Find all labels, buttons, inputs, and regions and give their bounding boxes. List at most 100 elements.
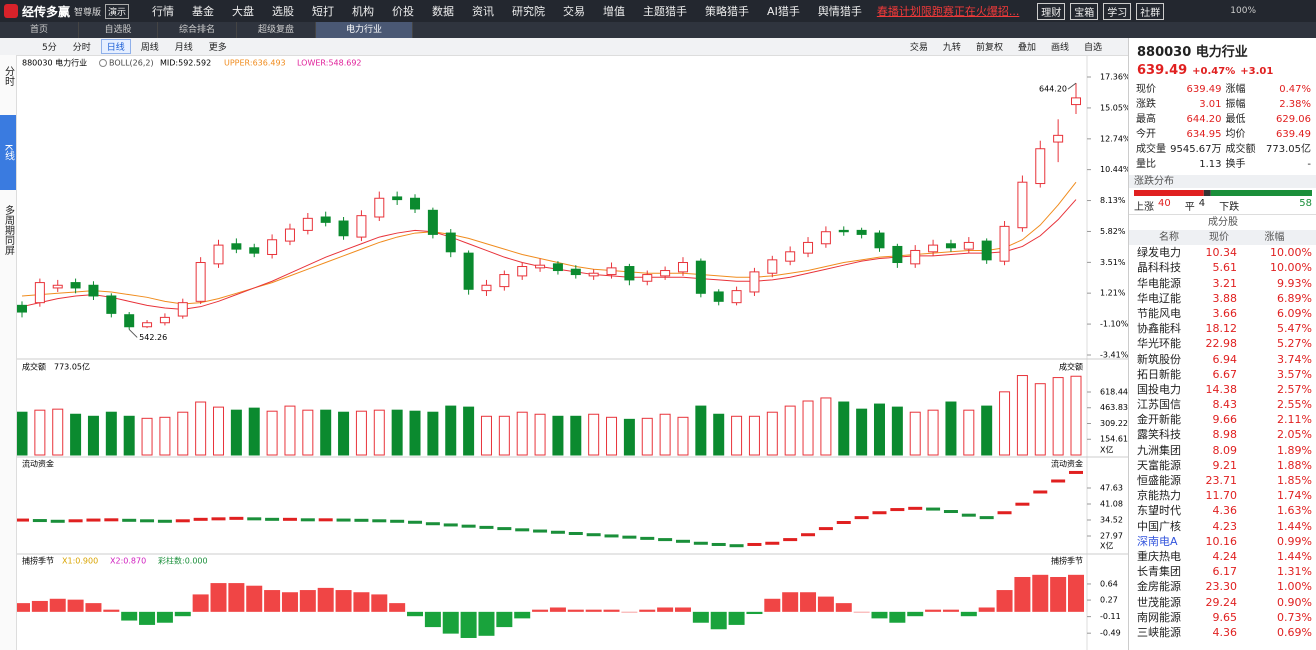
stock-row[interactable]: 三峡能源 4.36 0.69% — [1129, 625, 1316, 640]
min-label: 542.26 — [139, 333, 167, 342]
tab[interactable]: 首页 — [0, 22, 79, 38]
stock-name: 长青集团 — [1137, 565, 1181, 579]
menu-item[interactable]: 价投 — [392, 5, 415, 18]
tab[interactable]: 超级复盘 — [237, 22, 316, 38]
tool-button[interactable]: 叠加 — [1017, 43, 1036, 53]
stock-row[interactable]: 江苏国信 8.43 2.55% — [1129, 397, 1316, 412]
period-button[interactable]: 分时 — [72, 43, 91, 53]
stock-row[interactable]: 国投电力 14.38 2.57% — [1129, 382, 1316, 397]
menu-item[interactable]: 机构 — [352, 5, 375, 18]
menu-item[interactable]: 短打 — [312, 5, 335, 18]
y-tick-label: -0.49 — [1100, 629, 1121, 638]
flow-dash — [247, 517, 262, 521]
stock-row[interactable]: 华电能源 3.21 9.93% — [1129, 276, 1316, 291]
candle-body — [552, 263, 563, 272]
stock-row[interactable]: 京能热力 11.70 1.74% — [1129, 488, 1316, 503]
menu-item[interactable]: 主题猎手 — [643, 5, 688, 18]
candle-body — [445, 232, 456, 253]
stock-change: 2.11% — [1277, 413, 1312, 427]
tab[interactable]: 自选股 — [79, 22, 158, 38]
osc-bar — [389, 603, 406, 612]
stock-row[interactable]: 世茂能源 29.24 0.90% — [1129, 595, 1316, 610]
flat-label: 平 — [1184, 202, 1195, 213]
flow-dash — [425, 522, 440, 526]
menu-item[interactable]: 交易 — [563, 5, 586, 18]
menu-item[interactable]: AI猎手 — [767, 5, 800, 18]
tools: 交易 九转 前复权 叠加 画线 自选 — [904, 39, 1108, 54]
flow-dash — [282, 517, 297, 521]
tab[interactable]: 综合排名 — [158, 22, 237, 38]
stock-row[interactable]: 中国广核 4.23 1.44% — [1129, 519, 1316, 534]
stock-row[interactable]: 节能风电 3.66 6.09% — [1129, 306, 1316, 321]
side-tab[interactable]: 多周期同屏 — [2, 205, 14, 255]
menu-item[interactable]: 舆情猎手 — [817, 5, 862, 18]
side-tab[interactable]: K线 — [0, 115, 16, 190]
alert-link[interactable]: 春播计划限跑赛正在火爆招... — [876, 5, 1020, 18]
stock-row[interactable]: 深南电A 10.16 0.99% — [1129, 534, 1316, 549]
stock-row[interactable]: 九洲集团 8.09 1.89% — [1129, 443, 1316, 458]
stock-row[interactable]: 晶科科技 5.61 10.00% — [1129, 260, 1316, 275]
menu-item[interactable]: 数据 — [432, 5, 455, 18]
stock-row[interactable]: 金开新能 9.66 2.11% — [1129, 412, 1316, 427]
menu-item[interactable]: 选股 — [272, 5, 295, 18]
tool-button[interactable]: 画线 — [1050, 43, 1069, 53]
period-button[interactable]: 月线 — [174, 43, 193, 53]
column-header[interactable]: 名称 — [1159, 232, 1179, 243]
column-header[interactable]: 涨幅 — [1264, 232, 1285, 243]
period-button[interactable]: 日线 — [100, 39, 131, 54]
stock-row[interactable]: 重庆热电 4.24 1.44% — [1129, 549, 1316, 564]
volume-bar — [820, 397, 832, 456]
flow-dash — [854, 516, 869, 520]
volume-bar — [713, 413, 725, 456]
logo: 经传多赢 — [22, 4, 71, 19]
tool-button[interactable]: 自选 — [1083, 43, 1102, 53]
flow-dash — [801, 533, 816, 537]
menu-item[interactable]: 行情 — [152, 5, 175, 18]
stock-row[interactable]: 恒盛能源 23.71 1.85% — [1129, 473, 1316, 488]
menu-item[interactable]: 策略猎手 — [705, 5, 750, 18]
top-button[interactable]: 社群 — [1136, 2, 1165, 20]
flow-dash — [265, 517, 280, 521]
period-button[interactable]: 5分 — [42, 43, 57, 53]
top-button[interactable]: 宝箱 — [1070, 2, 1099, 20]
top-button[interactable]: 学习 — [1103, 2, 1132, 20]
tab[interactable]: 电力行业 — [316, 22, 413, 38]
stock-price: 11.70 — [1205, 489, 1238, 503]
stock-row[interactable]: 绿发电力 10.34 10.00% — [1129, 245, 1316, 260]
stock-row[interactable]: 金房能源 23.30 1.00% — [1129, 579, 1316, 594]
stock-row[interactable]: 长青集团 6.17 1.31% — [1129, 564, 1316, 579]
stock-row[interactable]: 新筑股份 6.94 3.74% — [1129, 352, 1316, 367]
volume-bar — [498, 415, 510, 456]
stock-row[interactable]: 露笑科技 8.98 2.05% — [1129, 427, 1316, 442]
change-pct: +0.47% — [1192, 66, 1236, 77]
stock-row[interactable]: 拓日新能 6.67 3.57% — [1129, 367, 1316, 382]
top-button[interactable]: 理财 — [1037, 2, 1066, 20]
period-button[interactable]: 更多 — [208, 43, 227, 53]
menu-item[interactable]: 研究院 — [512, 5, 546, 18]
stock-row[interactable]: 华光环能 22.98 5.27% — [1129, 336, 1316, 351]
menu-item[interactable]: 增值 — [603, 5, 626, 18]
stock-row[interactable]: 协鑫能科 18.12 5.47% — [1129, 321, 1316, 336]
tool-button[interactable]: 前复权 — [975, 43, 1003, 53]
menu-item[interactable]: 资讯 — [472, 5, 495, 18]
side-tab[interactable]: 分时 — [2, 66, 14, 86]
stock-row[interactable]: 华电辽能 3.88 6.89% — [1129, 291, 1316, 306]
tool-button[interactable]: 交易 — [909, 43, 928, 53]
osc-bar — [281, 592, 298, 612]
candle-body — [1017, 181, 1028, 229]
stock-row[interactable]: 天富能源 9.21 1.88% — [1129, 458, 1316, 473]
y-tick-label: 309.22 — [1100, 419, 1128, 428]
flow-dash — [515, 528, 530, 532]
candle-body — [677, 262, 688, 273]
change: +3.01 — [1240, 66, 1274, 77]
stock-row[interactable]: 南网能源 9.65 0.73% — [1129, 610, 1316, 625]
menu-item[interactable]: 基金 — [192, 5, 215, 18]
menu-item[interactable]: 大盘 — [232, 5, 255, 18]
osc-bar — [103, 609, 120, 612]
stock-price: 9.65 — [1212, 610, 1238, 624]
column-header[interactable]: 现价 — [1209, 232, 1229, 243]
tool-button[interactable]: 九转 — [942, 43, 961, 53]
period-button[interactable]: 周线 — [140, 43, 159, 53]
stock-row[interactable]: 东望时代 4.36 1.63% — [1129, 503, 1316, 518]
